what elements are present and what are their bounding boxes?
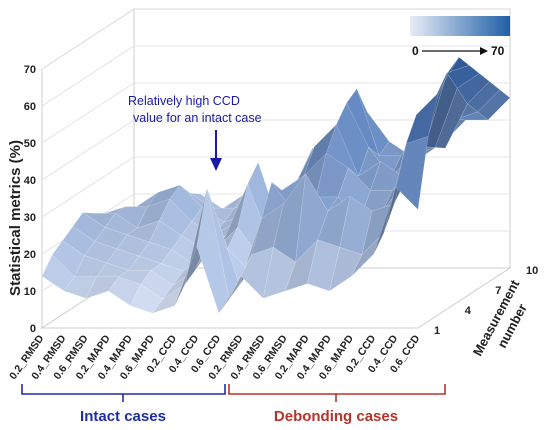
annotation-line1: Relatively high CCD (128, 94, 240, 108)
y-axis-ticks: 0 10 20 30 40 50 60 70 (24, 64, 36, 335)
y-tick-label: 20 (24, 249, 36, 261)
y-tick-label: 50 (24, 138, 36, 150)
gridline-70 (41, 8, 510, 70)
gridline-60 (41, 45, 510, 107)
y-tick-label: 70 (24, 64, 36, 76)
annotation-arrow-head (210, 158, 222, 171)
gridline-50 (41, 82, 510, 144)
y-tick-label: 0 (30, 323, 36, 335)
surface-cell-m8-c17 (467, 81, 501, 113)
surface-cell-m1-c17 (395, 136, 429, 211)
measurement-tick-label: 7 (495, 285, 501, 297)
gridline-40 (41, 119, 510, 181)
colorbar (410, 16, 510, 36)
measurement-axis-ticks: 1 4 7 10 (434, 265, 538, 337)
y-tick-label: 30 (24, 212, 36, 224)
intact-cases-label: Intact cases (80, 408, 166, 425)
y-tick-label: 40 (24, 175, 36, 187)
measurement-tick-label: 4 (465, 305, 472, 317)
y-axis-label: Statistical metrics (%) (7, 140, 24, 296)
surface-mesh (41, 56, 511, 314)
x-axis-ticks: 0.2_RMSD0.4_RMSD0.6_RMSD0.2_MAPD0.4_MAPD… (7, 332, 423, 381)
surface-cell-m2-c17 (405, 92, 439, 145)
colorbar-min-label: 0 (412, 44, 419, 58)
surface-cell-m6-c17 (446, 65, 480, 89)
y-tick-label: 60 (24, 101, 36, 113)
y-tick-label: 10 (24, 286, 36, 298)
intact-cases-bracket (21, 384, 226, 395)
measurement-tick-label: 1 (434, 325, 440, 337)
debonding-cases-bracket (228, 384, 446, 395)
annotation-line2: value for an intact case (133, 111, 262, 125)
debonding-cases-label: Debonding cases (274, 408, 398, 425)
colorbar-max-label: 70 (491, 44, 505, 58)
colorbar-arrow-head (480, 47, 488, 55)
measurement-tick-label: 10 (526, 265, 538, 277)
surface-cell-m5-c17 (436, 56, 470, 95)
